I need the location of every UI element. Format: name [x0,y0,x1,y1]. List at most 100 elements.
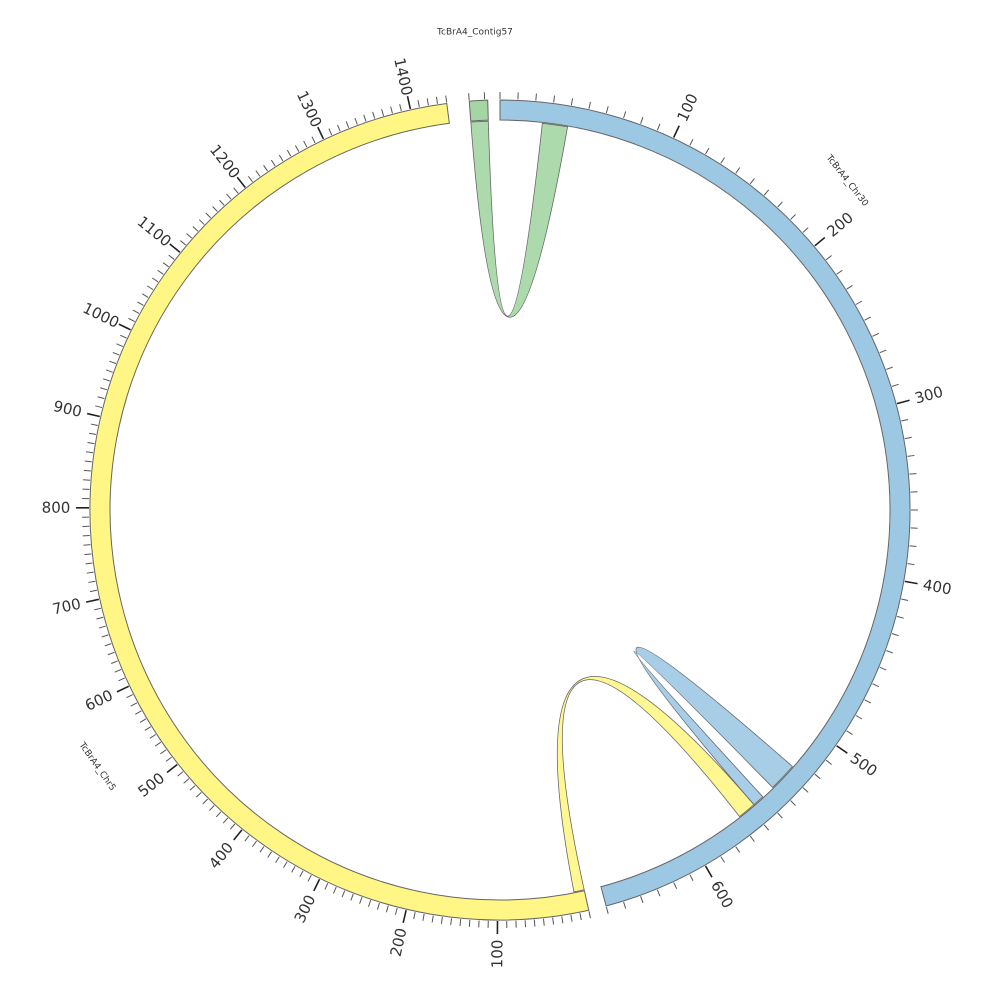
tick-label: 1100 [134,213,175,251]
minor-tick [152,277,159,283]
minor-tick [97,396,105,400]
minor-tick [802,787,809,793]
minor-tick [324,882,329,890]
tick-label: 100 [673,91,701,125]
minor-tick [226,193,232,200]
minor-tick [251,840,257,848]
minor-tick [588,101,591,109]
minor-tick [275,856,280,863]
tick-label: 400 [922,576,953,599]
major-tick [836,745,848,754]
minor-tick [101,634,109,638]
tick-label: 300 [291,892,320,926]
minor-tick [130,702,138,707]
minor-tick [247,175,253,183]
minor-tick [872,332,880,337]
tick-label: 700 [51,595,83,619]
tick-label: 600 [82,686,116,715]
minor-tick [440,916,443,924]
minor-tick [363,114,367,122]
minor-tick [533,919,536,927]
minor-tick [212,206,218,212]
minor-tick [144,726,152,731]
minor-tick [689,138,694,146]
minor-tick [720,157,726,164]
minor-tick [535,93,537,101]
major-tick [402,909,407,923]
minor-tick [146,285,154,291]
minor-tick [689,874,694,882]
minor-tick [105,369,113,373]
minor-tick [278,154,284,162]
minor-tick [431,915,434,923]
minor-tick [126,694,134,699]
minor-tick [640,117,644,124]
major-tick [169,243,181,253]
tick-label: 500 [847,749,881,780]
minor-tick [85,562,93,565]
minor-tick [83,544,91,546]
minor-tick [561,916,564,924]
sequence-name-contig57: TcBrA4_Contig57 [436,28,513,38]
link-ribbon-chr5-chr30 [556,675,755,893]
minor-tick [413,912,416,920]
minor-tick [84,553,92,556]
tick-label: 200 [823,209,857,241]
major-tick [896,399,910,405]
minor-tick [570,98,574,106]
minor-tick [215,811,222,818]
minor-tick [202,798,209,805]
minor-tick [267,851,273,858]
major-tick [814,236,826,247]
minor-tick [177,771,184,777]
minor-tick [394,907,398,915]
minor-tick [94,607,102,611]
minor-tick [836,269,843,275]
minor-tick [846,284,853,290]
minor-tick [623,901,627,909]
minor-tick [886,650,893,654]
tick-label: 1000 [80,299,122,332]
minor-tick [588,911,591,919]
tick-label: 400 [205,839,237,873]
minor-tick [233,187,239,194]
minor-tick [901,598,909,601]
minor-tick [83,469,91,472]
sequence-name-chr30: TcBrA4_Chr30 [823,153,870,209]
minor-tick [270,159,276,167]
minor-tick [286,149,292,157]
minor-tick [222,817,229,824]
minor-tick [162,262,169,268]
minor-tick [303,140,308,148]
major-tick [904,580,918,585]
minor-tick [255,170,261,177]
major-tick [313,878,321,892]
minor-tick [209,805,215,811]
minor-tick [90,423,98,426]
major-tick [166,763,178,774]
major-tick [85,598,99,603]
tick-label: 100 [488,940,506,969]
minor-tick [864,316,872,321]
minor-tick [656,889,661,897]
minor-tick [111,660,118,664]
minor-tick [354,117,358,125]
minor-tick [705,147,710,155]
minor-tick [118,677,126,682]
minor-tick [180,240,187,246]
minor-tick [337,124,341,132]
minor-tick [846,730,853,736]
minor-tick [790,800,796,806]
minor-tick [84,460,92,463]
minor-tick [605,106,609,114]
minor-tick [802,227,809,233]
major-tick [233,829,243,841]
minor-tick [909,473,917,475]
minor-tick [426,98,429,106]
minor-tick [570,914,573,922]
minor-tick [299,870,304,878]
minor-tick [86,451,94,454]
sequence-blocks [89,99,911,921]
tick-marks [76,92,918,934]
minor-tick [95,405,103,409]
